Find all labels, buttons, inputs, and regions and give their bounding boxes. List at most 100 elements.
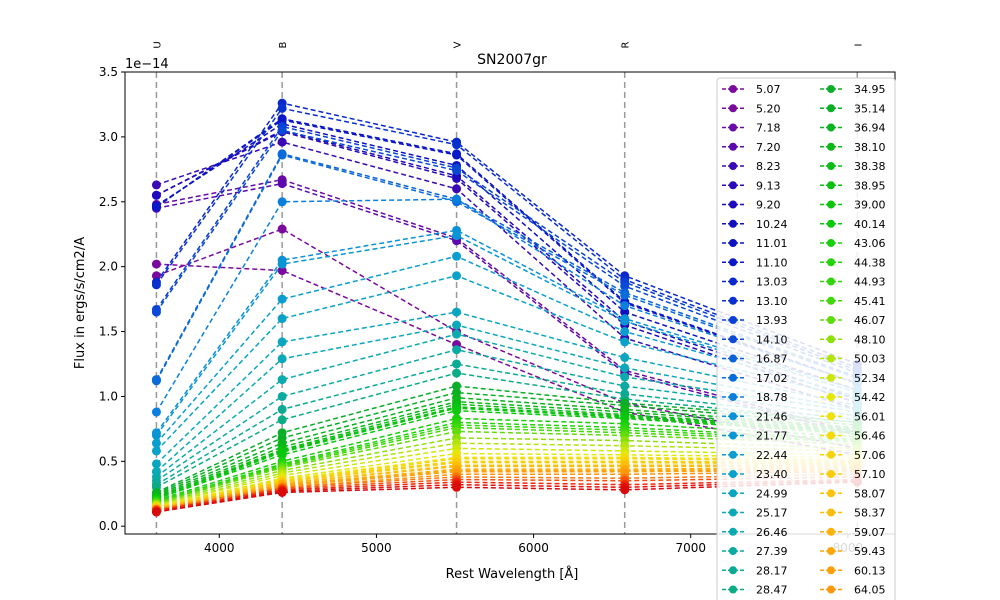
series-line	[156, 424, 858, 503]
legend-label: 9.13	[756, 179, 781, 192]
legend-swatch-marker	[729, 162, 737, 170]
legend-item: 35.14	[820, 102, 886, 115]
legend-swatch-marker	[729, 450, 737, 459]
legend-swatch-marker	[827, 104, 835, 113]
legend-label: 16.87	[756, 353, 788, 366]
y-tick-label: 0.0	[99, 519, 118, 533]
legend-swatch-marker	[827, 566, 835, 575]
y-tick-label: 1.5	[99, 325, 118, 339]
data-point	[620, 381, 630, 391]
data-point	[620, 327, 630, 337]
legend-label: 23.40	[756, 468, 788, 481]
legend-label: 24.99	[756, 487, 788, 500]
legend-item: 39.00	[820, 199, 886, 212]
legend-label: 11.01	[756, 237, 788, 250]
legend-item: 58.37	[820, 507, 886, 520]
legend-item: 60.13	[820, 564, 886, 577]
legend-item: 40.14	[820, 218, 886, 231]
legend-swatch-marker	[827, 585, 835, 594]
legend-item: 7.18	[722, 122, 781, 135]
legend-label: 46.07	[854, 314, 886, 327]
legend-label: 59.07	[854, 526, 886, 539]
data-point	[151, 507, 161, 517]
legend-item: 9.13	[722, 179, 781, 192]
legend-item: 44.38	[820, 256, 886, 269]
legend-item: 10.24	[722, 218, 788, 231]
legend-item: 5.07	[722, 83, 781, 96]
legend-swatch-marker	[827, 354, 835, 363]
legend-swatch-marker	[827, 85, 835, 93]
legend-swatch-marker	[827, 508, 835, 517]
legend-swatch-marker	[729, 142, 737, 151]
legend-label: 10.24	[756, 218, 788, 231]
legend-item: 45.41	[820, 295, 886, 308]
legend-item: 57.10	[820, 468, 886, 481]
legend-label: 58.37	[854, 507, 886, 520]
legend-item: 21.46	[722, 410, 788, 423]
series-line	[156, 467, 858, 511]
legend-swatch-marker	[827, 527, 835, 536]
legend-label: 45.41	[854, 295, 886, 308]
legend-swatch-marker	[827, 123, 835, 132]
legend-item: 56.01	[820, 410, 886, 423]
series-line	[156, 391, 858, 495]
y-tick-label: 0.5	[99, 454, 118, 468]
data-point	[277, 337, 287, 347]
legend-swatch-marker	[729, 585, 737, 594]
legend-label: 18.78	[756, 391, 788, 404]
legend-swatch-marker	[827, 258, 835, 267]
legend-swatch-marker	[729, 566, 737, 575]
x-axis-label: Rest Wavelength [Å]	[446, 566, 579, 582]
legend-item: 22.44	[722, 449, 788, 462]
legend-item: 56.46	[820, 430, 886, 443]
y-tick-label: 2.5	[99, 195, 118, 209]
legend-item: 17.02	[722, 372, 788, 385]
data-point	[151, 407, 161, 417]
legend-label: 40.14	[854, 218, 886, 231]
y-tick-label: 2.0	[99, 260, 118, 274]
data-point	[452, 307, 462, 317]
legend-item: 13.93	[722, 314, 788, 327]
legend-label: 8.23	[756, 160, 781, 173]
legend-item: 34.95	[820, 83, 886, 96]
legend-item: 59.43	[820, 545, 886, 558]
legend-label: 60.13	[854, 564, 886, 577]
legend-item: 8.23	[722, 160, 781, 173]
legend-item: 25.17	[722, 507, 788, 520]
data-point	[151, 376, 161, 386]
legend-swatch-marker	[827, 316, 835, 324]
filter-label: V	[453, 41, 464, 48]
legend-label: 5.07	[756, 83, 781, 96]
legend-swatch-marker	[827, 450, 835, 459]
legend-swatch-marker	[827, 277, 835, 286]
legend-item: 28.17	[722, 564, 788, 577]
series	[151, 251, 862, 448]
legend-swatch-marker	[827, 412, 835, 421]
data-point	[277, 266, 287, 276]
legend-swatch-marker	[827, 142, 835, 151]
data-point	[277, 150, 287, 160]
data-point	[151, 307, 161, 317]
series-line	[156, 426, 858, 504]
legend-label: 64.05	[854, 584, 886, 597]
legend-swatch-marker	[827, 200, 835, 209]
chart-title: SN2007gr	[477, 52, 547, 68]
series-line	[155, 234, 858, 436]
legend-label: 58.07	[854, 487, 886, 500]
filter-label: R	[621, 41, 632, 48]
series-line	[156, 480, 858, 513]
filter-label: B	[278, 41, 289, 48]
data-point	[620, 485, 630, 495]
data-point	[151, 259, 161, 269]
y-tick-label: 3.0	[99, 130, 118, 144]
data-point	[277, 415, 287, 425]
legend-swatch-marker	[729, 470, 737, 478]
legend-swatch-marker	[729, 489, 737, 498]
legend-item: 48.10	[820, 333, 886, 346]
legend-swatch-marker	[729, 258, 737, 267]
legend-swatch-marker	[729, 335, 737, 344]
legend-item: 58.07	[820, 487, 886, 500]
x-tick-label: 5000	[361, 541, 392, 555]
legend-label: 25.17	[756, 507, 788, 520]
